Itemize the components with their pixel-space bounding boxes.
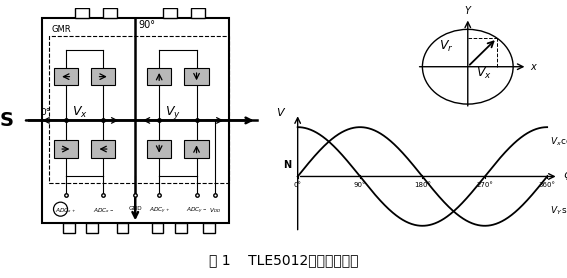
Text: 90°: 90° — [354, 182, 366, 188]
Circle shape — [53, 202, 67, 216]
Bar — [91, 68, 116, 85]
Text: $\varphi$: $\varphi$ — [562, 170, 567, 182]
Bar — [151, 223, 163, 232]
Bar — [191, 8, 205, 18]
Bar — [117, 223, 128, 232]
Bar — [184, 140, 209, 158]
Bar — [91, 140, 116, 158]
Text: $ADC_{x-}$: $ADC_{x-}$ — [92, 206, 114, 215]
Text: GMR: GMR — [51, 25, 71, 34]
Text: 270°: 270° — [476, 182, 493, 188]
Text: $ADC_{x+}$: $ADC_{x+}$ — [55, 206, 77, 215]
Text: 360°: 360° — [539, 182, 556, 188]
Bar — [74, 8, 88, 18]
Bar — [42, 18, 229, 223]
Bar — [175, 223, 187, 232]
Text: 0°: 0° — [41, 108, 51, 116]
Bar — [147, 140, 171, 158]
Text: 90°: 90° — [139, 20, 156, 30]
Bar — [86, 223, 98, 232]
Text: $ADC_{y-}$: $ADC_{y-}$ — [186, 206, 207, 216]
Text: $V_x\cos\varphi$: $V_x\cos\varphi$ — [550, 135, 567, 148]
Text: V: V — [276, 108, 284, 118]
Text: N: N — [284, 160, 291, 170]
Text: x: x — [530, 62, 536, 72]
Text: $V_r$: $V_r$ — [439, 39, 454, 54]
Text: Y: Y — [465, 6, 471, 16]
Text: GND: GND — [129, 206, 142, 211]
Text: $ADC_{y+}$: $ADC_{y+}$ — [149, 206, 170, 216]
Circle shape — [422, 29, 513, 104]
Text: 图 1    TLE5012角度检测原理: 图 1 TLE5012角度检测原理 — [209, 253, 358, 267]
Bar — [49, 36, 229, 183]
Bar — [184, 68, 209, 85]
Text: $V_Y\,\sin\varphi$: $V_Y\,\sin\varphi$ — [550, 205, 567, 217]
Bar — [53, 140, 78, 158]
Bar — [147, 68, 171, 85]
Text: $V_x$: $V_x$ — [73, 105, 88, 120]
Text: S: S — [0, 111, 14, 130]
Bar — [53, 68, 78, 85]
Text: $V_x$: $V_x$ — [476, 66, 492, 81]
Text: 180°: 180° — [414, 182, 431, 188]
Bar — [203, 223, 215, 232]
Text: $V_y$: $V_y$ — [164, 104, 180, 121]
Bar — [163, 8, 177, 18]
Bar — [63, 223, 74, 232]
Text: 0°: 0° — [294, 182, 302, 188]
Bar — [103, 8, 117, 18]
Text: $V_{DD}$: $V_{DD}$ — [209, 206, 221, 215]
